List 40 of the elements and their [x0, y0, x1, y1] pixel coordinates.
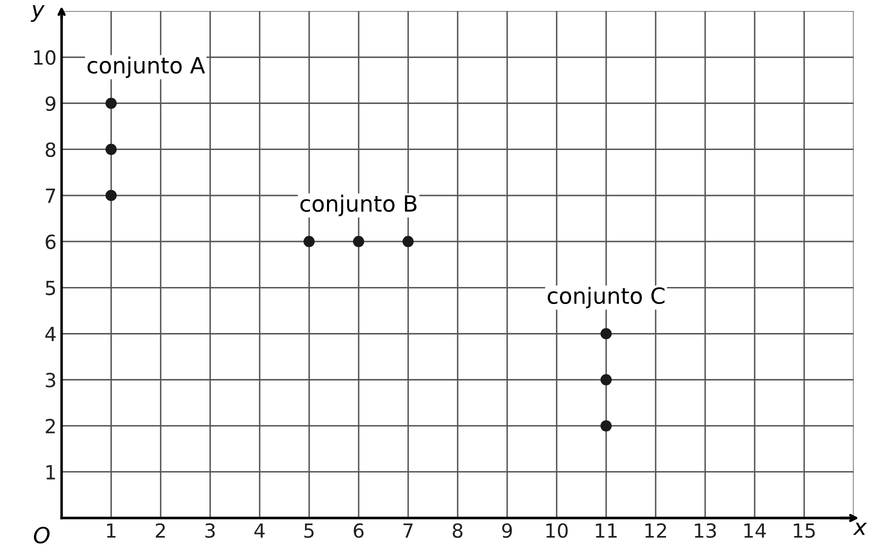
y-tick-label: 10	[34, 50, 56, 65]
x-tick-label: 13	[694, 523, 716, 538]
point	[303, 236, 315, 248]
y-axis-title: y	[30, 5, 45, 22]
y-tick-label: 8	[46, 142, 56, 158]
x-tick-label: 5	[304, 523, 314, 538]
point	[105, 144, 117, 155]
x-tick-label: 12	[645, 523, 666, 538]
x-tick-label: 9	[502, 523, 512, 538]
y-tick-label: 4	[45, 326, 56, 342]
series-label: conjunto A	[88, 56, 205, 78]
x-tick-label: 15	[794, 523, 815, 538]
y-tick-label: 7	[46, 188, 56, 203]
x-tick-label: 10	[546, 523, 568, 538]
y-tick-label: 3	[46, 372, 56, 388]
point	[402, 236, 414, 248]
x-tick-label: 6	[354, 523, 364, 538]
x-tick-label: 3	[205, 523, 215, 538]
y-tick-label: 6	[46, 234, 56, 250]
text: O	[34, 526, 50, 544]
x-tick-label: 4	[254, 523, 265, 538]
x-tick-label: 11	[596, 523, 617, 538]
point	[600, 374, 612, 386]
x-tick-label: 2	[156, 523, 165, 538]
x-tick-label: 7	[404, 523, 413, 538]
x-axis-title: x	[853, 522, 867, 535]
point	[600, 420, 612, 432]
series-label: conjunto B	[300, 194, 416, 216]
x-tick-label: 14	[744, 523, 766, 538]
point	[352, 236, 364, 248]
series-label: conjunto C	[548, 286, 664, 308]
y-tick-label: 9	[46, 96, 56, 111]
point	[600, 328, 612, 340]
x-tick-label: 1	[107, 523, 116, 538]
y-tick-label: 2	[46, 418, 55, 434]
point	[105, 98, 117, 109]
point	[105, 190, 117, 202]
x-tick-label: 8	[452, 523, 462, 538]
y-tick-label: 1	[46, 465, 55, 480]
y-tick-label: 5	[46, 280, 56, 296]
